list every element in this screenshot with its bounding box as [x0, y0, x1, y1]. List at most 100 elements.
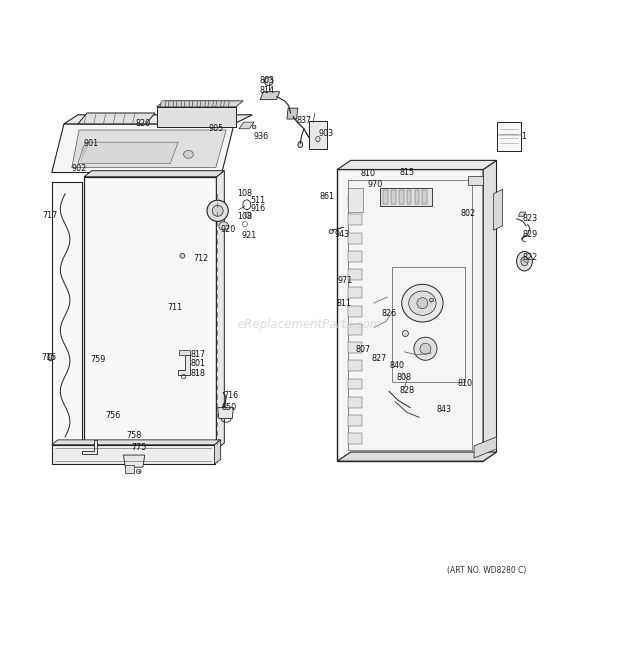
- Text: 822: 822: [522, 253, 538, 262]
- Text: 827: 827: [371, 354, 386, 363]
- Polygon shape: [399, 190, 404, 204]
- Polygon shape: [348, 188, 363, 212]
- Polygon shape: [422, 190, 427, 204]
- Ellipse shape: [329, 229, 334, 233]
- Ellipse shape: [420, 343, 431, 354]
- Polygon shape: [184, 101, 190, 107]
- Text: 840: 840: [389, 361, 404, 369]
- Polygon shape: [78, 113, 155, 124]
- Polygon shape: [337, 452, 497, 461]
- Text: 861: 861: [319, 192, 335, 202]
- Text: 905: 905: [208, 124, 223, 134]
- Text: 810: 810: [458, 379, 472, 389]
- Polygon shape: [348, 415, 361, 426]
- Text: 903: 903: [319, 128, 334, 137]
- Ellipse shape: [298, 141, 303, 147]
- Text: 803: 803: [260, 75, 275, 85]
- Polygon shape: [391, 190, 396, 204]
- Ellipse shape: [264, 77, 273, 86]
- Polygon shape: [348, 233, 361, 244]
- Ellipse shape: [180, 253, 185, 258]
- Ellipse shape: [184, 150, 193, 158]
- Text: 808: 808: [397, 373, 412, 382]
- Text: 511: 511: [251, 196, 266, 205]
- Polygon shape: [216, 171, 224, 449]
- Polygon shape: [518, 212, 526, 216]
- Polygon shape: [215, 440, 221, 464]
- Polygon shape: [348, 433, 361, 444]
- Ellipse shape: [252, 125, 256, 129]
- Polygon shape: [383, 190, 388, 204]
- Text: 807: 807: [356, 346, 371, 354]
- Polygon shape: [407, 190, 412, 204]
- Text: 970: 970: [368, 180, 383, 189]
- Ellipse shape: [212, 206, 223, 216]
- Polygon shape: [51, 124, 234, 173]
- Text: 902: 902: [71, 165, 87, 173]
- Text: (ART NO. WD8280 C): (ART NO. WD8280 C): [446, 566, 526, 575]
- Ellipse shape: [402, 284, 443, 322]
- Polygon shape: [157, 101, 243, 107]
- Text: 921: 921: [242, 231, 257, 240]
- Text: 758: 758: [126, 430, 141, 440]
- Text: 828: 828: [400, 385, 415, 395]
- Polygon shape: [483, 161, 497, 461]
- Text: 916: 916: [251, 204, 266, 214]
- Text: 901: 901: [84, 139, 99, 148]
- Polygon shape: [415, 190, 419, 204]
- Ellipse shape: [48, 354, 53, 361]
- Polygon shape: [208, 101, 213, 107]
- Polygon shape: [176, 101, 182, 107]
- Text: 775: 775: [131, 443, 146, 451]
- Polygon shape: [218, 408, 234, 418]
- Text: 756: 756: [105, 411, 120, 420]
- Text: 712: 712: [193, 254, 208, 263]
- Ellipse shape: [414, 337, 437, 360]
- Polygon shape: [51, 440, 221, 445]
- Polygon shape: [497, 122, 521, 151]
- Polygon shape: [348, 379, 361, 389]
- Text: 826: 826: [381, 309, 397, 318]
- Polygon shape: [123, 455, 144, 467]
- Text: 715: 715: [41, 354, 56, 362]
- Polygon shape: [216, 101, 221, 107]
- Text: 716: 716: [223, 391, 239, 400]
- Text: 817: 817: [190, 350, 206, 360]
- Polygon shape: [348, 324, 361, 334]
- Text: 814: 814: [260, 86, 275, 95]
- Polygon shape: [260, 92, 280, 100]
- Polygon shape: [348, 269, 361, 280]
- Polygon shape: [474, 437, 497, 458]
- Text: 943: 943: [335, 230, 350, 239]
- Text: 811: 811: [337, 299, 352, 307]
- Text: 815: 815: [400, 168, 415, 177]
- Polygon shape: [192, 101, 198, 107]
- Polygon shape: [348, 360, 361, 371]
- Ellipse shape: [521, 256, 528, 266]
- Polygon shape: [72, 130, 226, 168]
- Text: 108: 108: [237, 188, 252, 198]
- Polygon shape: [157, 107, 236, 127]
- Polygon shape: [239, 122, 254, 129]
- Polygon shape: [468, 176, 483, 184]
- Ellipse shape: [207, 200, 228, 221]
- Text: 810: 810: [360, 169, 375, 178]
- Text: 837: 837: [296, 116, 311, 126]
- Polygon shape: [309, 121, 327, 149]
- Polygon shape: [84, 176, 216, 449]
- Text: 843: 843: [436, 405, 451, 414]
- Text: 971: 971: [338, 276, 353, 285]
- Polygon shape: [287, 108, 298, 119]
- Polygon shape: [348, 397, 361, 408]
- Polygon shape: [348, 305, 361, 317]
- Polygon shape: [82, 440, 97, 455]
- Polygon shape: [348, 196, 361, 207]
- Polygon shape: [177, 355, 190, 375]
- Text: 711: 711: [167, 303, 183, 312]
- Polygon shape: [179, 350, 190, 355]
- Polygon shape: [348, 251, 361, 262]
- Polygon shape: [125, 465, 134, 473]
- Polygon shape: [161, 101, 166, 107]
- Ellipse shape: [409, 291, 436, 315]
- Text: 823: 823: [523, 214, 538, 223]
